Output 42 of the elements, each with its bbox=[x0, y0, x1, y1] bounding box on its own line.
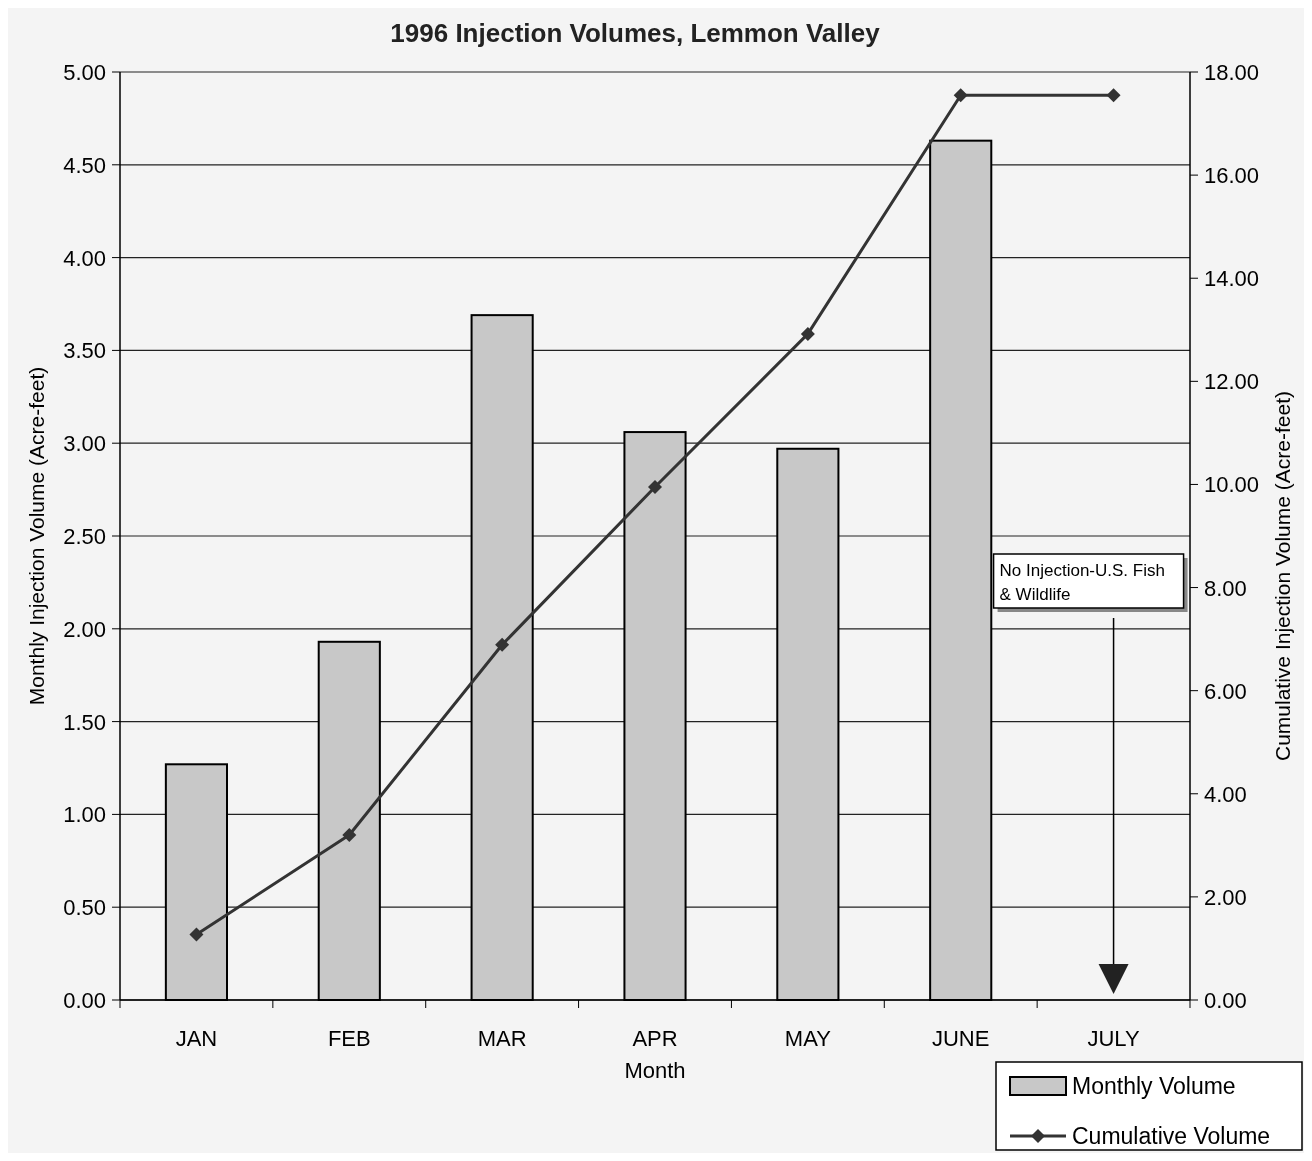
x-axis-title: Month bbox=[624, 1058, 686, 1083]
point bbox=[342, 828, 357, 843]
y-tick-label: 1.50 bbox=[63, 709, 106, 735]
x-tick-label: MAR bbox=[477, 1026, 527, 1051]
point bbox=[495, 637, 510, 652]
y2-tick-label: 0.00 bbox=[1204, 988, 1247, 1013]
y2-tick-label: 12.00 bbox=[1204, 369, 1260, 395]
y-tick-label: 3.00 bbox=[63, 431, 106, 457]
y-tick-label: 2.50 bbox=[63, 524, 106, 549]
y-tick-label: 2.00 bbox=[63, 616, 106, 642]
y2-tick-label: 2.00 bbox=[1204, 884, 1247, 910]
point bbox=[648, 480, 662, 495]
annotation: No Injection-U.S. Fish & Wildlife bbox=[999, 561, 1165, 604]
y-tick-label: 1.00 bbox=[63, 802, 106, 828]
y2-tick-label: 16.00 bbox=[1204, 163, 1260, 189]
y-tick-label: 4.50 bbox=[63, 152, 106, 178]
y2-tick-label: 14.00 bbox=[1204, 266, 1260, 292]
y-tick-label: 0.00 bbox=[63, 988, 106, 1013]
y-axis-title: Monthly Injection Volume (Acre-feet) bbox=[25, 366, 48, 706]
y-tick-label: 3.50 bbox=[63, 338, 106, 364]
legend-label: Monthly Volume bbox=[1072, 1073, 1236, 1099]
y2-tick-label: 10.00 bbox=[1204, 472, 1260, 498]
y2-axis-title: Cumulative Injection Volume (Acre-feet) bbox=[1271, 391, 1294, 761]
x-tick-label: FEB bbox=[327, 1026, 371, 1051]
y-tick-label: 5.00 bbox=[63, 60, 106, 85]
point bbox=[1106, 88, 1121, 103]
chart-title: 1996 Injection Volumes, Lemmon Valley bbox=[390, 18, 881, 48]
y2-tick-label: 4.00 bbox=[1204, 781, 1247, 807]
x-tick-label: JULY bbox=[1087, 1026, 1140, 1051]
legend-label: Cumulative Volume bbox=[1072, 1123, 1271, 1149]
point bbox=[800, 326, 815, 341]
y-tick-label: 0.50 bbox=[63, 895, 106, 921]
x-tick-label: APR bbox=[632, 1026, 678, 1051]
x-tick-label: JAN bbox=[175, 1026, 218, 1051]
y2-tick-label: 6.00 bbox=[1204, 678, 1247, 704]
y-tick-label: 4.00 bbox=[63, 245, 106, 271]
x-tick-label: JUNE bbox=[931, 1026, 990, 1051]
x-tick-label: MAY bbox=[784, 1026, 832, 1051]
y2-tick-label: 18.00 bbox=[1204, 60, 1260, 85]
point bbox=[953, 88, 968, 103]
y2-tick-label: 8.00 bbox=[1204, 575, 1247, 601]
point bbox=[189, 927, 204, 942]
